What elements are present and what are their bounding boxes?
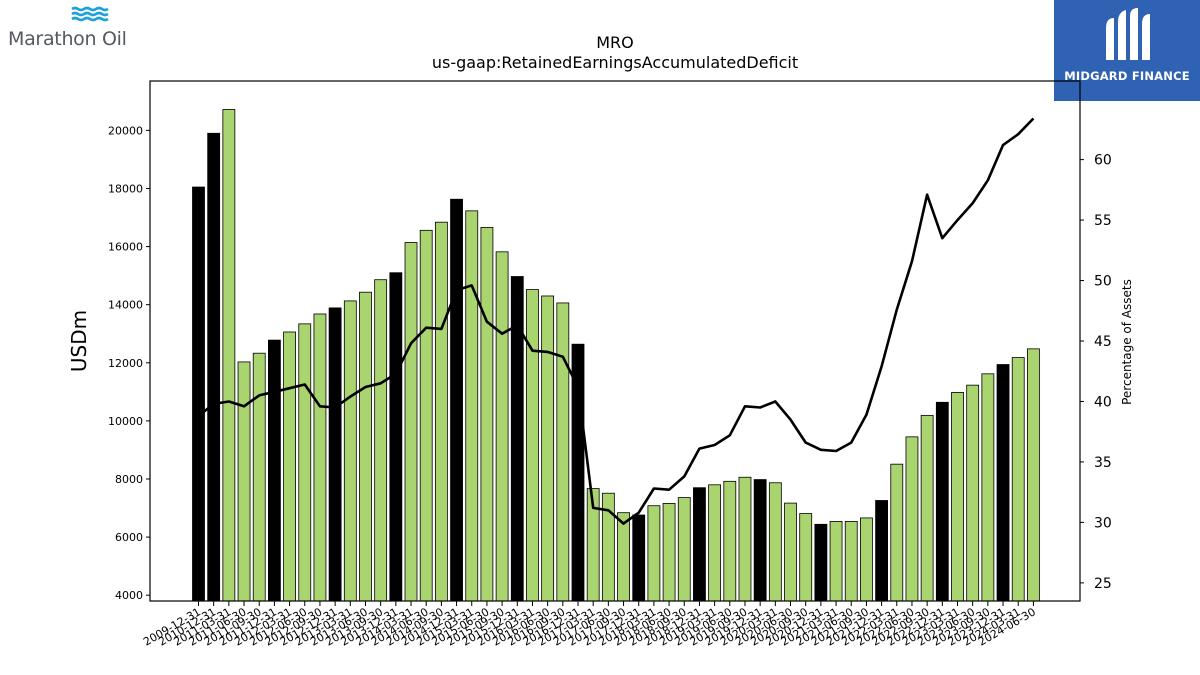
bar	[693, 487, 706, 602]
bar	[708, 484, 722, 602]
bar	[677, 497, 691, 602]
bar	[814, 523, 828, 602]
y2-tick-label: 45	[1094, 334, 1112, 350]
bar	[434, 221, 448, 602]
bar	[222, 109, 236, 602]
chart-subtitle: us-gaap:RetainedEarningsAccumulatedDefic…	[431, 53, 799, 72]
bar	[890, 463, 904, 602]
y-tick-label: 12000	[108, 357, 143, 370]
bar	[237, 361, 251, 602]
bar	[981, 373, 995, 602]
y2-tick-label: 40	[1094, 394, 1112, 410]
bar	[875, 500, 888, 602]
y2-tick-label: 60	[1094, 153, 1112, 169]
bar	[905, 436, 919, 602]
bar	[404, 242, 418, 602]
y-axis-label: USDm	[67, 310, 91, 372]
chart-title: MRO	[596, 33, 634, 52]
marathon-oil-wordmark: Marathon Oil	[8, 28, 127, 50]
bar	[389, 272, 403, 602]
bar	[359, 291, 372, 602]
bar	[374, 279, 388, 602]
bar	[738, 476, 752, 602]
bar	[419, 229, 433, 602]
bar	[951, 392, 964, 602]
bar	[556, 302, 570, 602]
bar	[495, 251, 509, 602]
bar	[753, 479, 767, 602]
y2-tick-label: 30	[1094, 515, 1112, 531]
bar	[1011, 357, 1025, 602]
marathon-wave-icon	[71, 6, 109, 22]
bar	[829, 521, 843, 602]
midgard-finance-logo: MIDGARD FINANCE	[1054, 0, 1200, 101]
bar	[723, 480, 737, 602]
bar	[784, 502, 797, 602]
y2-axis-label: Percentage of Assets	[1120, 279, 1134, 405]
bar	[632, 514, 646, 602]
bar	[343, 300, 357, 602]
bar	[526, 289, 539, 602]
bar	[935, 401, 949, 602]
bar	[799, 513, 813, 602]
bar	[283, 331, 296, 602]
y-tick-label: 4000	[115, 589, 143, 602]
bar	[298, 323, 312, 602]
y-tick-label: 20000	[108, 124, 143, 137]
y-tick-label: 6000	[115, 531, 143, 544]
bar	[192, 186, 205, 602]
percentage-line	[197, 117, 1035, 525]
bar	[920, 414, 934, 602]
bar	[541, 295, 555, 602]
y-tick-label: 16000	[108, 241, 143, 254]
bar	[647, 505, 661, 602]
bar	[966, 384, 980, 602]
midgard-finance-wordmark: MIDGARD FINANCE	[1064, 69, 1190, 83]
bar	[480, 227, 494, 602]
bar	[844, 521, 858, 602]
bar	[313, 313, 327, 602]
bar	[617, 512, 630, 602]
bar	[450, 198, 463, 602]
marathon-oil-logo: Marathon Oil	[8, 6, 148, 50]
bar	[662, 502, 676, 602]
y2-tick-label: 55	[1094, 213, 1112, 229]
y2-tick-label: 50	[1094, 274, 1112, 290]
y2-tick-label: 25	[1094, 576, 1112, 592]
bar	[1027, 348, 1040, 602]
bar	[768, 482, 782, 602]
y2-tick-label: 35	[1094, 455, 1112, 471]
y-tick-label: 14000	[108, 299, 143, 312]
bar	[267, 339, 281, 602]
bar	[860, 517, 873, 602]
bar	[328, 307, 342, 602]
bar	[996, 364, 1010, 602]
bar	[571, 343, 585, 602]
bar	[465, 210, 479, 602]
y-tick-label: 18000	[108, 182, 143, 195]
y-tick-label: 10000	[108, 415, 143, 428]
bar	[252, 352, 266, 602]
midgard-m-icon	[1106, 8, 1150, 60]
bar	[207, 132, 221, 602]
y-tick-label: 8000	[115, 473, 143, 486]
